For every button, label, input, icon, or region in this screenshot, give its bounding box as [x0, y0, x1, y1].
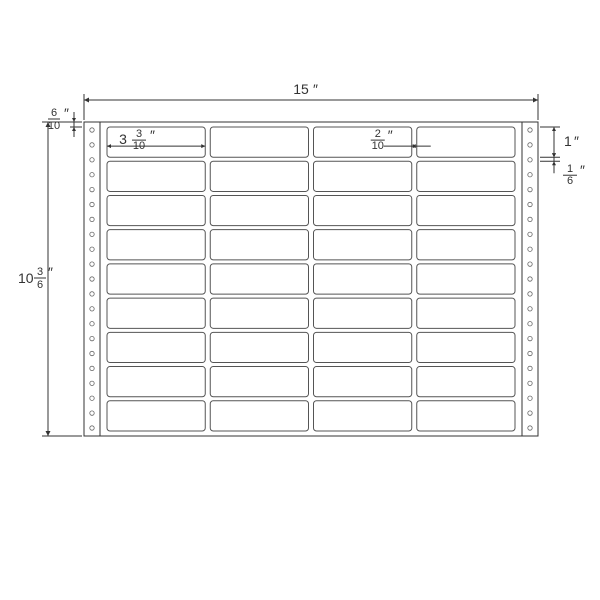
tractor-hole: [528, 322, 532, 326]
tractor-hole: [90, 217, 94, 221]
label-cell: [417, 298, 515, 328]
svg-text:″: ″: [580, 162, 585, 178]
svg-text:6: 6: [51, 107, 57, 119]
tractor-hole: [528, 426, 532, 430]
svg-text:″: ″: [388, 127, 393, 143]
label-cell: [417, 195, 515, 225]
tractor-hole: [90, 351, 94, 355]
label-cell: [314, 298, 412, 328]
label-cell: [314, 264, 412, 294]
label-cell: [210, 401, 308, 431]
label-cell: [314, 230, 412, 260]
dim-overall-height-whole: 10: [18, 270, 34, 286]
tractor-hole: [90, 381, 94, 385]
label-cell: [107, 161, 205, 191]
tractor-hole: [90, 202, 94, 206]
label-cell: [210, 161, 308, 191]
label-cell: [417, 332, 515, 362]
tractor-hole: [528, 411, 532, 415]
tractor-hole: [528, 158, 532, 162]
tractor-hole: [528, 381, 532, 385]
svg-text:10: 10: [133, 140, 145, 152]
label-cell: [210, 195, 308, 225]
svg-text:2: 2: [375, 128, 381, 140]
tractor-hole: [90, 366, 94, 370]
label-cell: [417, 230, 515, 260]
svg-text:6: 6: [567, 175, 573, 187]
svg-text:1: 1: [567, 163, 573, 175]
label-sheet-diagram: 15″1036″610″3310″210″1″16″: [0, 0, 600, 600]
svg-text:10: 10: [48, 120, 60, 132]
svg-text:″: ″: [48, 264, 53, 280]
svg-text:″: ″: [64, 105, 69, 121]
dim-overall-height-den: 6: [37, 279, 43, 291]
tractor-hole: [528, 232, 532, 236]
tractor-hole: [528, 143, 532, 147]
label-cell: [417, 401, 515, 431]
tractor-hole: [90, 158, 94, 162]
tractor-hole: [90, 247, 94, 251]
label-cell: [314, 195, 412, 225]
tractor-hole: [90, 187, 94, 191]
tractor-hole: [90, 292, 94, 296]
tractor-hole: [528, 336, 532, 340]
label-cell: [417, 127, 515, 157]
tractor-hole: [90, 426, 94, 430]
label-cell: [107, 195, 205, 225]
tractor-hole: [528, 173, 532, 177]
tractor-hole: [528, 217, 532, 221]
svg-text:3: 3: [136, 128, 142, 140]
tractor-hole: [528, 292, 532, 296]
tractor-hole: [528, 187, 532, 191]
label-cell: [417, 264, 515, 294]
tractor-hole: [528, 247, 532, 251]
tractor-hole: [90, 336, 94, 340]
label-cell: [107, 298, 205, 328]
tractor-hole: [528, 128, 532, 132]
tractor-hole: [90, 128, 94, 132]
svg-text:″: ″: [574, 133, 579, 149]
tractor-hole: [90, 277, 94, 281]
tractor-hole: [528, 351, 532, 355]
label-cell: [314, 401, 412, 431]
label-cell: [107, 401, 205, 431]
svg-text:″: ″: [313, 81, 318, 97]
tractor-hole: [90, 322, 94, 326]
svg-text:15: 15: [293, 81, 309, 97]
label-cell: [314, 127, 412, 157]
label-cell: [210, 230, 308, 260]
svg-text:10: 10: [372, 140, 384, 152]
tractor-hole: [90, 396, 94, 400]
tractor-hole: [528, 262, 532, 266]
label-cell: [210, 127, 308, 157]
dim-label-h: 1: [564, 133, 572, 149]
label-cell: [210, 298, 308, 328]
label-cell: [210, 332, 308, 362]
label-cell: [107, 367, 205, 397]
label-cell: [107, 264, 205, 294]
tractor-hole: [90, 411, 94, 415]
dim-overall-height-num: 3: [37, 266, 43, 278]
tractor-hole: [528, 202, 532, 206]
label-cell: [107, 332, 205, 362]
label-cell: [210, 367, 308, 397]
label-cell: [417, 367, 515, 397]
label-cell: [314, 332, 412, 362]
dim-label-w-whole: 3: [119, 131, 127, 147]
tractor-hole: [90, 307, 94, 311]
tractor-hole: [528, 307, 532, 311]
tractor-hole: [90, 232, 94, 236]
tractor-hole: [528, 366, 532, 370]
tractor-hole: [528, 277, 532, 281]
label-cell: [314, 367, 412, 397]
label-cell: [210, 264, 308, 294]
svg-text:″: ″: [150, 127, 155, 143]
label-cell: [417, 161, 515, 191]
tractor-hole: [528, 396, 532, 400]
tractor-hole: [90, 262, 94, 266]
tractor-hole: [90, 173, 94, 177]
label-cell: [107, 230, 205, 260]
label-cell: [314, 161, 412, 191]
tractor-hole: [90, 143, 94, 147]
